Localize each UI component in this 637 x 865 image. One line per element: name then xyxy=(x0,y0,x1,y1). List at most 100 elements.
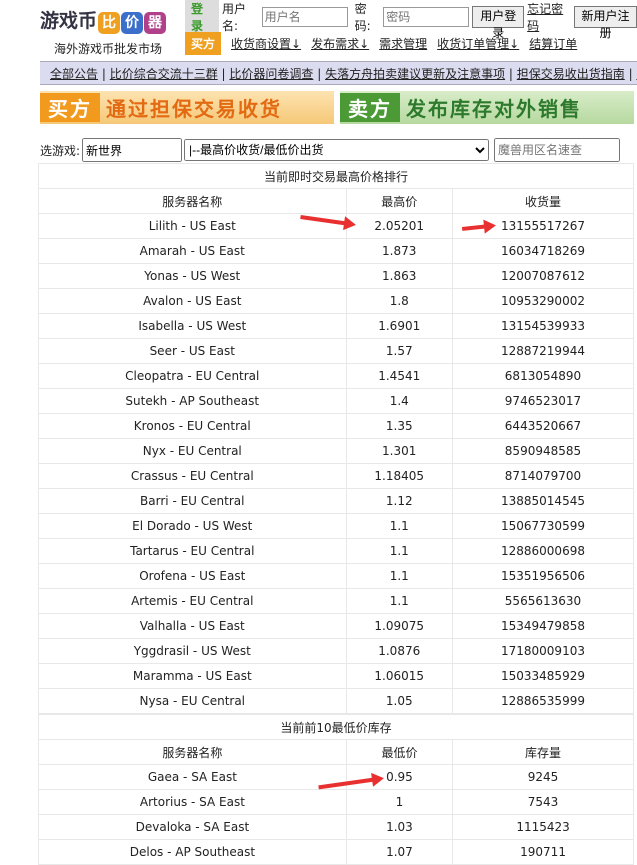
table-row[interactable]: Nyx - EU Central 1.301 8590948585 xyxy=(38,438,635,464)
table-cell: 1.301 xyxy=(345,438,453,464)
table-cell: Avalon - US East xyxy=(38,288,347,314)
mode-select[interactable]: |--最高价收货/最低价出货 xyxy=(184,139,490,161)
table-row[interactable]: Valhalla - US East 1.09075 15349479858 xyxy=(38,613,635,639)
notice-link[interactable]: 比价器问卷调查 xyxy=(229,67,314,81)
table-cell: Yggdrasil - US West xyxy=(38,638,347,664)
password-input[interactable] xyxy=(383,7,470,27)
table-row[interactable]: Avalon - US East 1.8 10953290002 xyxy=(38,288,635,314)
site-subtitle: 海外游戏币批发市场 xyxy=(54,42,163,56)
table-cell: Nysa - EU Central xyxy=(38,688,347,714)
logo-badge: 器 xyxy=(144,12,167,34)
username-input[interactable] xyxy=(261,7,348,27)
table-cell: 190711 xyxy=(452,839,634,865)
table-row[interactable]: Delos - AP Southeast 1.07 190711 xyxy=(38,839,634,865)
table-cell: 1.05 xyxy=(345,688,453,714)
table-cell: 1.35 xyxy=(345,413,453,439)
table-row[interactable]: Sutekh - AP Southeast 1.4 9746523017 xyxy=(38,388,635,414)
logo-badge: 价 xyxy=(121,12,144,34)
table-cell: 1.1 xyxy=(345,513,453,539)
table-row[interactable]: Kronos - EU Central 1.35 6443520667 xyxy=(38,413,635,439)
column-header: 服务器名称 xyxy=(38,739,347,765)
table-cell: El Dorado - US West xyxy=(38,513,347,539)
table-cell: 1.4 xyxy=(345,388,453,414)
notice-bar: 全部公告 | 比价综合交流十三群 | 比价器问卷调查 | 失落方舟拍卖建议更新及… xyxy=(40,61,637,85)
table-cell: Crassus - EU Central xyxy=(38,463,347,489)
notice-link[interactable]: 全部公告 xyxy=(50,67,99,81)
game-label: 选游戏: xyxy=(40,143,81,158)
table-row[interactable]: Artemis - EU Central 1.1 5565613630 xyxy=(38,588,635,614)
login-button[interactable]: 用户登录 xyxy=(472,6,525,40)
sell-tag: 卖方 xyxy=(340,93,400,122)
notice-link[interactable]: 比价综合交流十三群 xyxy=(109,67,218,81)
table-row[interactable]: Nysa - EU Central 1.05 12886535999 xyxy=(38,688,635,714)
column-header: 最低价 xyxy=(345,739,454,765)
buyer-tag: 买方 xyxy=(185,32,222,55)
server-search-input[interactable] xyxy=(494,138,621,162)
table-row[interactable]: Isabella - US West 1.6901 13154539933 xyxy=(38,313,635,339)
buy-tag: 买方 xyxy=(40,93,100,122)
table-cell: Valhalla - US East xyxy=(38,613,347,639)
table-cell: 15067730599 xyxy=(451,513,635,539)
table-cell: 9245 xyxy=(452,764,634,790)
table-cell: Devaloka - SA East xyxy=(38,814,347,840)
table-cell: Maramma - US East xyxy=(38,663,347,689)
table-cell: 1.873 xyxy=(345,238,453,264)
table-cell: 1115423 xyxy=(452,814,634,840)
game-input[interactable] xyxy=(82,138,183,162)
table-cell: 1.09075 xyxy=(345,613,453,639)
table-cell: 6813054890 xyxy=(451,363,635,389)
table-row[interactable]: Yggdrasil - US West 1.0876 17180009103 xyxy=(38,638,635,664)
table-row[interactable]: Amarah - US East 1.873 16034718269 xyxy=(38,238,635,264)
table-cell: 1.1 xyxy=(345,563,453,589)
table-row[interactable]: Cleopatra - EU Central 1.4541 6813054890 xyxy=(38,363,635,389)
high-price-table: 当前即时交易最高价格排行 服务器名称 最高价 收货量 Lilith - US East 2… xyxy=(38,163,635,714)
table-cell: 7543 xyxy=(452,789,634,815)
table-row[interactable]: Barri - EU Central 1.12 13885014545 xyxy=(38,488,635,514)
table-title: 当前即时交易最高价格排行 xyxy=(38,163,634,189)
username-label: 用户名: xyxy=(221,2,246,33)
table-cell: 13154539933 xyxy=(451,313,635,339)
table-cell: Amarah - US East xyxy=(38,238,347,264)
table-row[interactable]: Lilith - US East 2.05201 13155517267 xyxy=(38,213,635,239)
table-cell: 1.4541 xyxy=(345,363,453,389)
table-cell: 15033485929 xyxy=(451,663,635,689)
table-cell: 16034718269 xyxy=(451,238,635,264)
table-cell: 1.0876 xyxy=(345,638,453,664)
table-cell: 12007087612 xyxy=(451,263,635,289)
buyer-link[interactable]: 收货订单管理↓ xyxy=(437,37,520,51)
table-cell: 1.6901 xyxy=(345,313,453,339)
table-cell: 12886535999 xyxy=(451,688,635,714)
buyer-link[interactable]: 发布需求↓ xyxy=(311,37,370,51)
table-row[interactable]: Maramma - US East 1.06015 15033485929 xyxy=(38,663,635,689)
buyer-link[interactable]: 结算订单 xyxy=(529,37,578,51)
table-row[interactable]: Seer - US East 1.57 12887219944 xyxy=(38,338,635,364)
buy-banner[interactable]: 买方 通过担保交易收货 xyxy=(40,91,334,124)
column-header: 收货量 xyxy=(451,188,635,214)
table-cell: 1.03 xyxy=(345,814,454,840)
table-row[interactable]: Orofena - US East 1.1 15351956506 xyxy=(38,563,635,589)
table-row[interactable]: Yonas - US West 1.863 12007087612 xyxy=(38,263,635,289)
sell-banner[interactable]: 卖方 发布库存对外销售 xyxy=(340,91,634,124)
notice-link[interactable]: 失落方舟拍卖建议更新及注意事项 xyxy=(325,67,506,81)
buyer-link[interactable]: 收货商设置↓ xyxy=(231,37,302,51)
table-row[interactable]: Tartarus - EU Central 1.1 12886000698 xyxy=(38,538,635,564)
table-row[interactable]: El Dorado - US West 1.1 15067730599 xyxy=(38,513,635,539)
notice-link[interactable]: 担保交易收出货指南 xyxy=(516,67,625,81)
table-cell: Artorius - SA East xyxy=(38,789,347,815)
buyer-link[interactable]: 需求管理 xyxy=(379,37,428,51)
table-row[interactable]: Crassus - EU Central 1.18405 8714079700 xyxy=(38,463,635,489)
table-row[interactable]: Devaloka - SA East 1.03 1115423 xyxy=(38,814,634,840)
table-cell: 0.95 xyxy=(345,764,454,790)
logo[interactable]: 游戏币比价器 xyxy=(40,6,175,34)
forgot-password-link[interactable]: 忘记密码 xyxy=(527,2,564,33)
table-cell: 6443520667 xyxy=(451,413,635,439)
table-row[interactable]: Gaea - SA East 0.95 9245 xyxy=(38,764,634,790)
table-cell: 1.57 xyxy=(345,338,453,364)
table-cell: 1 xyxy=(345,789,454,815)
table-cell: Gaea - SA East xyxy=(38,764,347,790)
table-cell: Cleopatra - EU Central xyxy=(38,363,347,389)
table-row[interactable]: Artorius - SA East 1 7543 xyxy=(38,789,634,815)
table-cell: 1.863 xyxy=(345,263,453,289)
register-button[interactable]: 新用户注册 xyxy=(574,6,637,40)
table-cell: 1.8 xyxy=(345,288,453,314)
